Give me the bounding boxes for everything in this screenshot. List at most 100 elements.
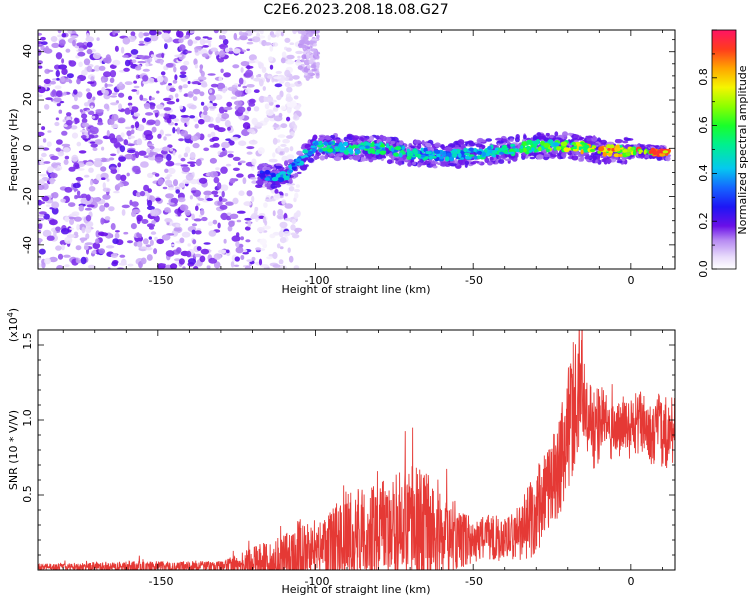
spectrogram-cell xyxy=(172,39,179,43)
spectrogram-cell xyxy=(179,74,187,78)
spectrogram-cell xyxy=(528,153,532,157)
spectrogram-cell xyxy=(557,152,562,157)
spectrogram-cell xyxy=(605,152,613,156)
spectrogram-cell xyxy=(251,180,258,184)
spectrogram-cell xyxy=(246,151,253,155)
spectrogram-cell xyxy=(77,168,85,171)
spectrogram-cell xyxy=(220,212,228,221)
spectrogram-cell xyxy=(262,225,272,230)
spectrogram-cell xyxy=(164,133,172,137)
top-x-tick-label: -150 xyxy=(149,274,174,287)
spectrogram-cell xyxy=(592,155,598,161)
spectrogram-cell xyxy=(324,154,329,160)
spectrogram-cell xyxy=(38,85,42,89)
spectrogram-cell xyxy=(147,172,154,178)
spectrogram-cell xyxy=(94,139,103,145)
spectrogram-cell xyxy=(271,173,276,179)
spectrogram-cell xyxy=(58,109,63,114)
spectrogram-cell xyxy=(123,139,129,146)
spectrogram-cell xyxy=(156,31,162,35)
spectrogram-cell xyxy=(334,146,339,150)
spectrogram-cell xyxy=(406,155,412,160)
spectrogram-cell xyxy=(285,96,293,102)
spectrogram-cell xyxy=(154,236,158,241)
spectrogram-cell xyxy=(563,147,570,153)
spectrogram-cell xyxy=(360,157,367,162)
spectrogram-cell xyxy=(43,213,50,220)
spectrogram-cell xyxy=(86,92,93,100)
colorbar-tick-label: 0.6 xyxy=(697,116,710,134)
spectrogram-cell xyxy=(161,32,170,40)
spectrogram-cell xyxy=(113,141,121,148)
spectrogram-cell xyxy=(166,117,172,124)
spectrogram-cell xyxy=(97,121,104,126)
spectrogram-cell xyxy=(137,138,142,146)
spectrogram-cell xyxy=(111,261,118,267)
spectrogram-cell xyxy=(330,134,336,139)
spectrogram-cell xyxy=(425,142,432,148)
spectrogram-cell xyxy=(191,213,195,221)
spectrogram-cell xyxy=(217,58,225,63)
snr-ticks xyxy=(38,329,675,570)
spectrogram-cell xyxy=(160,59,164,65)
spectrogram-cell xyxy=(218,106,225,114)
spectrogram-cell xyxy=(173,118,180,122)
spectrogram-cell xyxy=(335,138,341,144)
spectrogram-cell xyxy=(98,65,106,71)
spectrogram-cell xyxy=(598,146,605,152)
spectrogram-cell xyxy=(223,106,233,111)
spectrogram-cell xyxy=(632,150,637,156)
spectrogram-cell xyxy=(165,160,175,167)
colorbar-ticks xyxy=(712,29,717,270)
spectrogram-cell xyxy=(230,136,239,141)
spectrogram-cell xyxy=(38,179,45,186)
spectrogram-cell xyxy=(38,184,45,190)
spectrogram-cell xyxy=(410,159,414,163)
spectrogram-cell xyxy=(201,53,209,58)
spectrogram-cell xyxy=(200,248,210,255)
spectrogram-cell xyxy=(463,147,468,153)
spectrogram-cell xyxy=(201,216,208,222)
spectrogram-cell xyxy=(192,142,200,149)
spectrogram-cell xyxy=(56,102,61,107)
spectrogram-cell xyxy=(545,132,550,137)
spectrogram-cell xyxy=(104,216,111,221)
spectrogram-cell xyxy=(269,64,274,70)
spectrogram-cell xyxy=(122,54,129,58)
spectrogram-cell xyxy=(56,77,60,81)
spectrogram-cell xyxy=(549,134,554,139)
spectrogram-cell xyxy=(79,129,88,133)
spectrogram-cell xyxy=(226,249,230,254)
spectrogram-cell xyxy=(38,201,46,205)
spectrogram-cell xyxy=(288,186,295,192)
spectrogram-cell xyxy=(110,223,116,230)
spectrogram-cell xyxy=(89,180,94,186)
bottom-y-tick-label: 1.5 xyxy=(21,332,34,350)
spectrogram-cell xyxy=(131,89,138,92)
spectrogram-cell xyxy=(78,47,84,52)
spectrogram-cell xyxy=(257,227,265,233)
spectrogram-cell xyxy=(242,177,247,185)
spectrogram-cell xyxy=(150,97,155,100)
spectrogram-cell xyxy=(460,157,464,160)
spectrogram-cell xyxy=(221,113,230,120)
spectrogram-cell xyxy=(310,30,314,34)
spectrogram-cell xyxy=(86,41,93,48)
spectrogram-cell xyxy=(165,250,175,257)
spectrogram-cell xyxy=(344,155,348,159)
spectrogram-cell xyxy=(639,144,644,148)
spectrogram-cell xyxy=(130,223,137,230)
spectrogram-cell xyxy=(166,174,173,177)
spectrogram-cell xyxy=(38,217,45,221)
spectrogram-cell xyxy=(111,92,118,96)
spectrogram-cell xyxy=(197,197,205,201)
spectrogram-cell xyxy=(45,97,53,101)
spectrogram-cell xyxy=(261,66,267,74)
spectrogram-cell xyxy=(83,245,89,251)
spectrogram-cell xyxy=(238,77,244,85)
spectrogram-cell xyxy=(75,195,83,199)
spectrogram-cell xyxy=(60,76,65,83)
spectrogram-cell xyxy=(613,153,620,158)
spectrogram-cell xyxy=(518,147,524,153)
spectrogram-cell xyxy=(38,214,45,217)
